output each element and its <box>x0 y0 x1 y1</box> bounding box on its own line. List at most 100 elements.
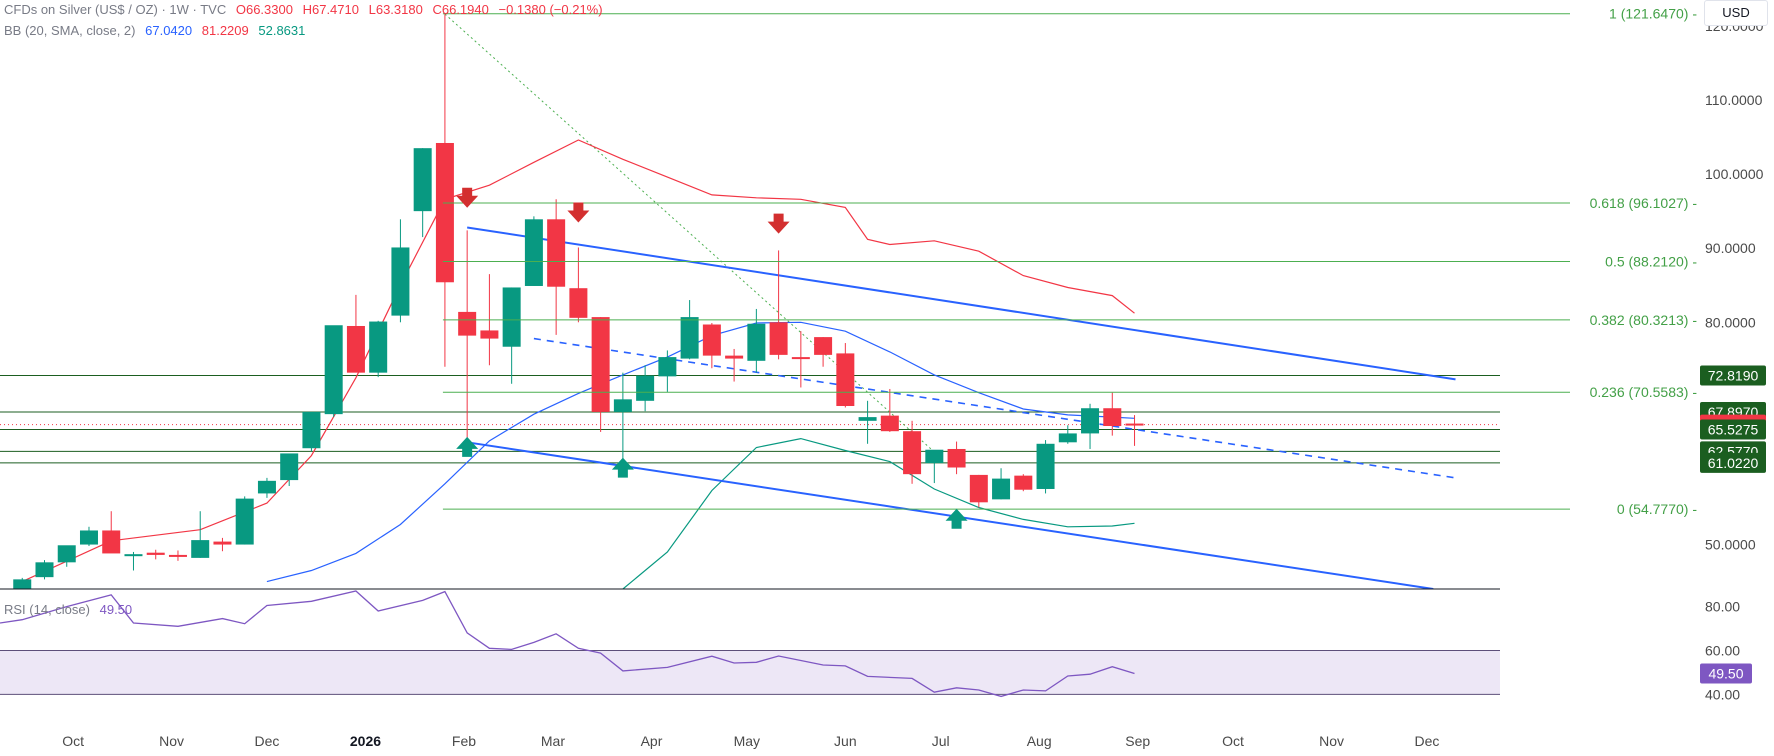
time-axis-tick: Feb <box>452 733 476 749</box>
candle-up <box>191 511 210 558</box>
price-axis-tick: 100.0000 <box>1705 166 1764 182</box>
candle-up <box>747 308 766 373</box>
down-arrow-icon <box>456 187 479 208</box>
price-plot-area <box>0 13 1500 589</box>
candle-body <box>57 545 76 563</box>
candle-body <box>124 554 143 557</box>
price-axis-tick: 80.0000 <box>1705 314 1756 330</box>
candle-down <box>769 250 788 360</box>
rsi-legend: RSI (14, close) 49.50 <box>4 602 138 617</box>
candle-down <box>569 247 588 323</box>
bb-lower-value: 52.8631 <box>258 23 306 38</box>
time-axis-tick: Mar <box>541 733 565 749</box>
down-arrow-icon <box>767 213 790 234</box>
candle-up <box>1058 425 1077 444</box>
candle-down <box>1125 415 1144 446</box>
candle-body <box>524 219 543 286</box>
price-change: −0.1380 (−0.21%) <box>498 2 603 17</box>
ohlc-low: L63.3180 <box>368 2 423 17</box>
level-label: 72.8190 <box>1708 367 1759 383</box>
time-axis-tick: Nov <box>1319 733 1344 749</box>
candle-up <box>502 287 521 384</box>
candle-body <box>814 337 833 355</box>
price-pane[interactable]: 1 (121.6470) - 0.618 (96.1027) - 0.5 (88.2… <box>0 6 1697 593</box>
level-label-bg <box>1700 419 1766 440</box>
candle-body <box>880 415 899 432</box>
candle-up <box>992 468 1011 500</box>
fib-level-label: 0.236 (70.5583) - <box>1590 384 1698 400</box>
fib-level-label: 0 (54.7770) - <box>1617 501 1697 517</box>
candle-down <box>591 317 610 432</box>
candle-body <box>435 142 454 283</box>
price-axis-tick: 90.0000 <box>1705 240 1756 256</box>
candle-down <box>725 348 744 382</box>
down-arrow-icon <box>567 202 590 223</box>
candle-up <box>413 148 432 238</box>
candle-down <box>146 549 165 560</box>
candle-body <box>79 530 98 545</box>
bb-lower-line <box>622 437 1135 589</box>
candle-down <box>346 294 365 373</box>
candle-body <box>102 530 121 554</box>
up-arrow-icon <box>945 508 968 529</box>
candle-up <box>925 449 944 484</box>
currency-button[interactable]: USD <box>1704 0 1768 26</box>
candle-down <box>458 230 477 439</box>
candle-body <box>346 325 365 373</box>
candle-body <box>658 357 677 377</box>
bb-name: BB (20, SMA, close, 2) <box>4 23 136 38</box>
rsi-value: 49.50 <box>99 602 133 617</box>
candle-up <box>57 545 76 567</box>
candle-down <box>836 343 855 408</box>
candle-body <box>1125 423 1144 426</box>
bb-upper-value: 81.2209 <box>201 23 249 38</box>
candle-down <box>1103 392 1122 436</box>
candle-body <box>747 323 766 361</box>
rsi-pane[interactable] <box>0 590 1500 698</box>
price-axis-tick: 110.0000 <box>1705 92 1763 108</box>
candle-up <box>1081 403 1100 449</box>
candle-up <box>613 372 632 460</box>
candle-down <box>791 331 810 388</box>
candle-down <box>947 441 966 475</box>
ohlc-high: H67.4710 <box>302 2 359 17</box>
candle-body <box>1081 408 1100 434</box>
candle-down <box>969 474 988 508</box>
candle-body <box>502 287 521 347</box>
candle-body <box>992 478 1011 500</box>
rsi-line <box>0 590 1135 698</box>
candle-body <box>1058 433 1077 443</box>
bb-basis-line <box>266 321 1135 583</box>
level-label-bg <box>1700 452 1766 473</box>
candle-down <box>880 388 899 432</box>
candle-up <box>858 400 877 444</box>
candle-body <box>858 417 877 421</box>
time-axis-tick: Jul <box>932 733 950 749</box>
candle-body <box>613 399 632 412</box>
price-legend: CFDs on Silver (US$ / OZ) · 1W · TVC O66… <box>4 2 609 17</box>
time-axis-tick: Nov <box>159 733 184 749</box>
candle-up <box>79 526 98 547</box>
channel-upper-line <box>467 226 1456 381</box>
candle-up <box>636 365 655 412</box>
candle-up <box>13 577 32 589</box>
axes: 120.0000110.0000100.000090.000080.000050… <box>0 18 1766 749</box>
candle-up <box>658 350 677 392</box>
candle-up <box>524 216 543 286</box>
candle-body <box>1036 443 1055 489</box>
candle-body <box>725 355 744 359</box>
price-axis-tick: 50.0000 <box>1705 537 1756 553</box>
candle-body <box>13 579 32 589</box>
candle-down <box>814 337 833 367</box>
candle-up <box>680 300 699 360</box>
time-axis-tick: Oct <box>1222 733 1244 749</box>
candle-body <box>391 247 410 316</box>
time-axis-tick: 2026 <box>350 733 381 749</box>
rsi-current-bg <box>1700 663 1752 684</box>
candle-down <box>1014 474 1033 492</box>
candle-body <box>925 449 944 464</box>
symbol-title: CFDs on Silver (US$ / OZ) · 1W · TVC <box>4 2 227 17</box>
candle-body <box>168 554 187 557</box>
level-label-bg <box>1700 365 1766 386</box>
